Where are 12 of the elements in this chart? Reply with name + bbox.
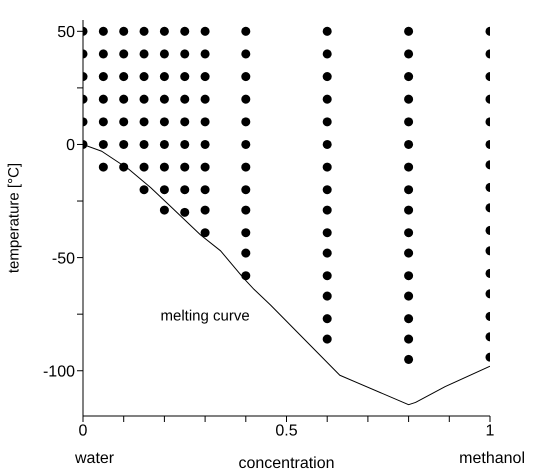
y-tick-label: -100 <box>42 363 76 380</box>
y-tick-label: -50 <box>52 250 76 268</box>
y-tick-label: 0 <box>66 137 76 154</box>
text: water <box>74 450 115 467</box>
text: methanol <box>459 450 525 467</box>
x-axis-title: concentration <box>238 455 335 472</box>
y-axis-title: temperature [°C] <box>5 162 22 274</box>
y-tick-label: 50 <box>57 24 76 41</box>
annotation: melting curve <box>160 307 250 324</box>
x-tick-label: 1 <box>486 422 495 440</box>
x-tick-label: 0.5 <box>275 422 298 440</box>
x-tick-label: 0 <box>78 422 88 440</box>
